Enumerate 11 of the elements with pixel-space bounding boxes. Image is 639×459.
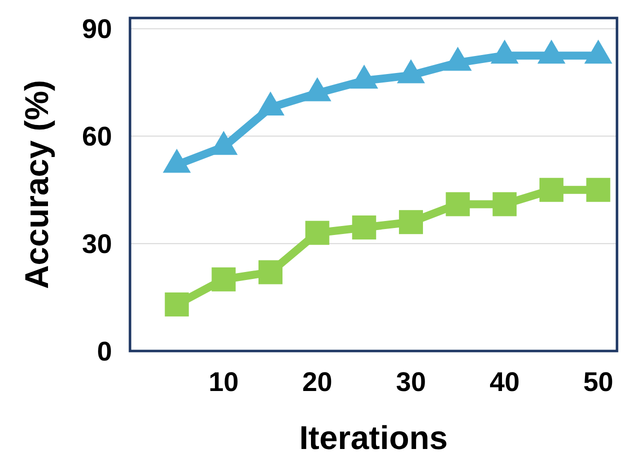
x-tick-label: 40 <box>490 367 520 397</box>
y-tick-label: 90 <box>82 14 112 44</box>
y-tick-label: 30 <box>82 229 112 260</box>
x-tick-label: 20 <box>302 367 332 397</box>
x-tick-label: 50 <box>583 367 614 397</box>
y-axis-title: Accuracy (%) <box>18 80 55 290</box>
x-axis-title: Iterations <box>299 419 448 456</box>
y-tick-label: 0 <box>96 336 112 366</box>
x-tick-label: 30 <box>396 367 426 397</box>
y-tick-label: 60 <box>82 122 112 152</box>
x-tick-label: 10 <box>208 367 239 397</box>
